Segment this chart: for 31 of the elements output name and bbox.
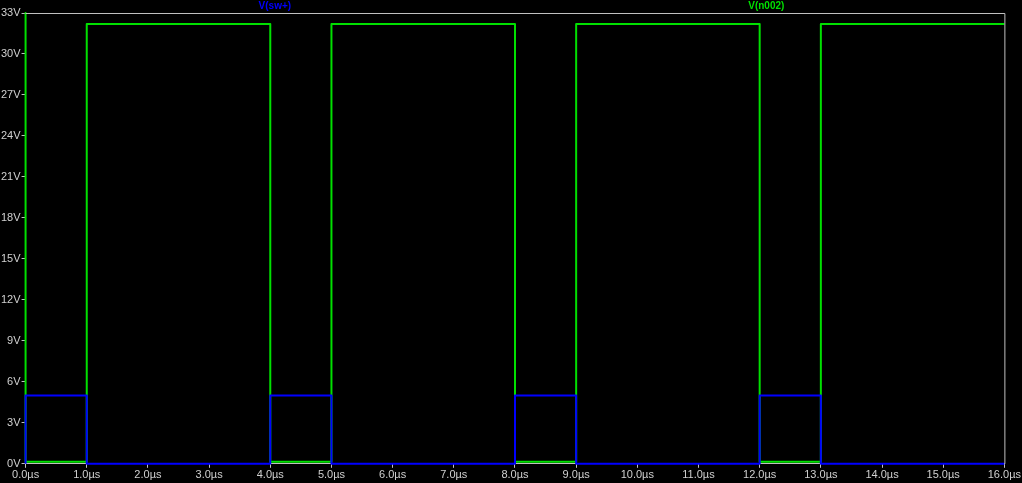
x-tick-label: 4.0µs [256,468,285,481]
y-tick-label: 18V [0,210,22,223]
y-tick-label: 3V [7,415,22,428]
series-label: V(n002) [748,0,785,12]
x-tick-label: 6.0µs [379,468,407,481]
x-tick-label: 0.0µs [12,468,40,481]
y-tick-label: 0V [7,456,22,469]
x-tick-label: 12.0µs [743,468,777,481]
y-tick-label: 12V [0,292,22,305]
x-tick-label: 5.0µs [317,468,346,481]
x-tick-label: 13.0µs [804,468,838,481]
y-tick-label: 21V [0,169,22,182]
x-tick-label: 2.0µs [134,468,162,481]
y-tick-label: 6V [7,374,22,387]
x-tick-label: 9.0µs [562,468,591,481]
x-tick-label: 1.0µs [73,468,101,481]
y-tick-label: 27V [0,87,22,100]
y-tick-label: 15V [0,251,22,264]
x-tick-label: 3.0µs [195,468,224,481]
x-tick-label: 15.0µs [926,468,961,481]
y-tick-label: 30V [0,47,22,60]
x-tick-label: 11.0µs [682,468,716,481]
x-tick-label: 8.0µs [501,468,530,481]
x-tick-label: 10.0µs [620,468,655,481]
text: V(sw+) [258,0,292,12]
x-tick-label: 7.0µs [440,468,468,481]
y-tick-label: 24V [0,128,22,141]
x-tick-label: 16.0µs [987,468,1022,481]
y-tick-label: 33V [0,6,22,19]
y-tick-label: 9V [7,333,22,346]
x-tick-label: 14.0µs [865,468,900,481]
